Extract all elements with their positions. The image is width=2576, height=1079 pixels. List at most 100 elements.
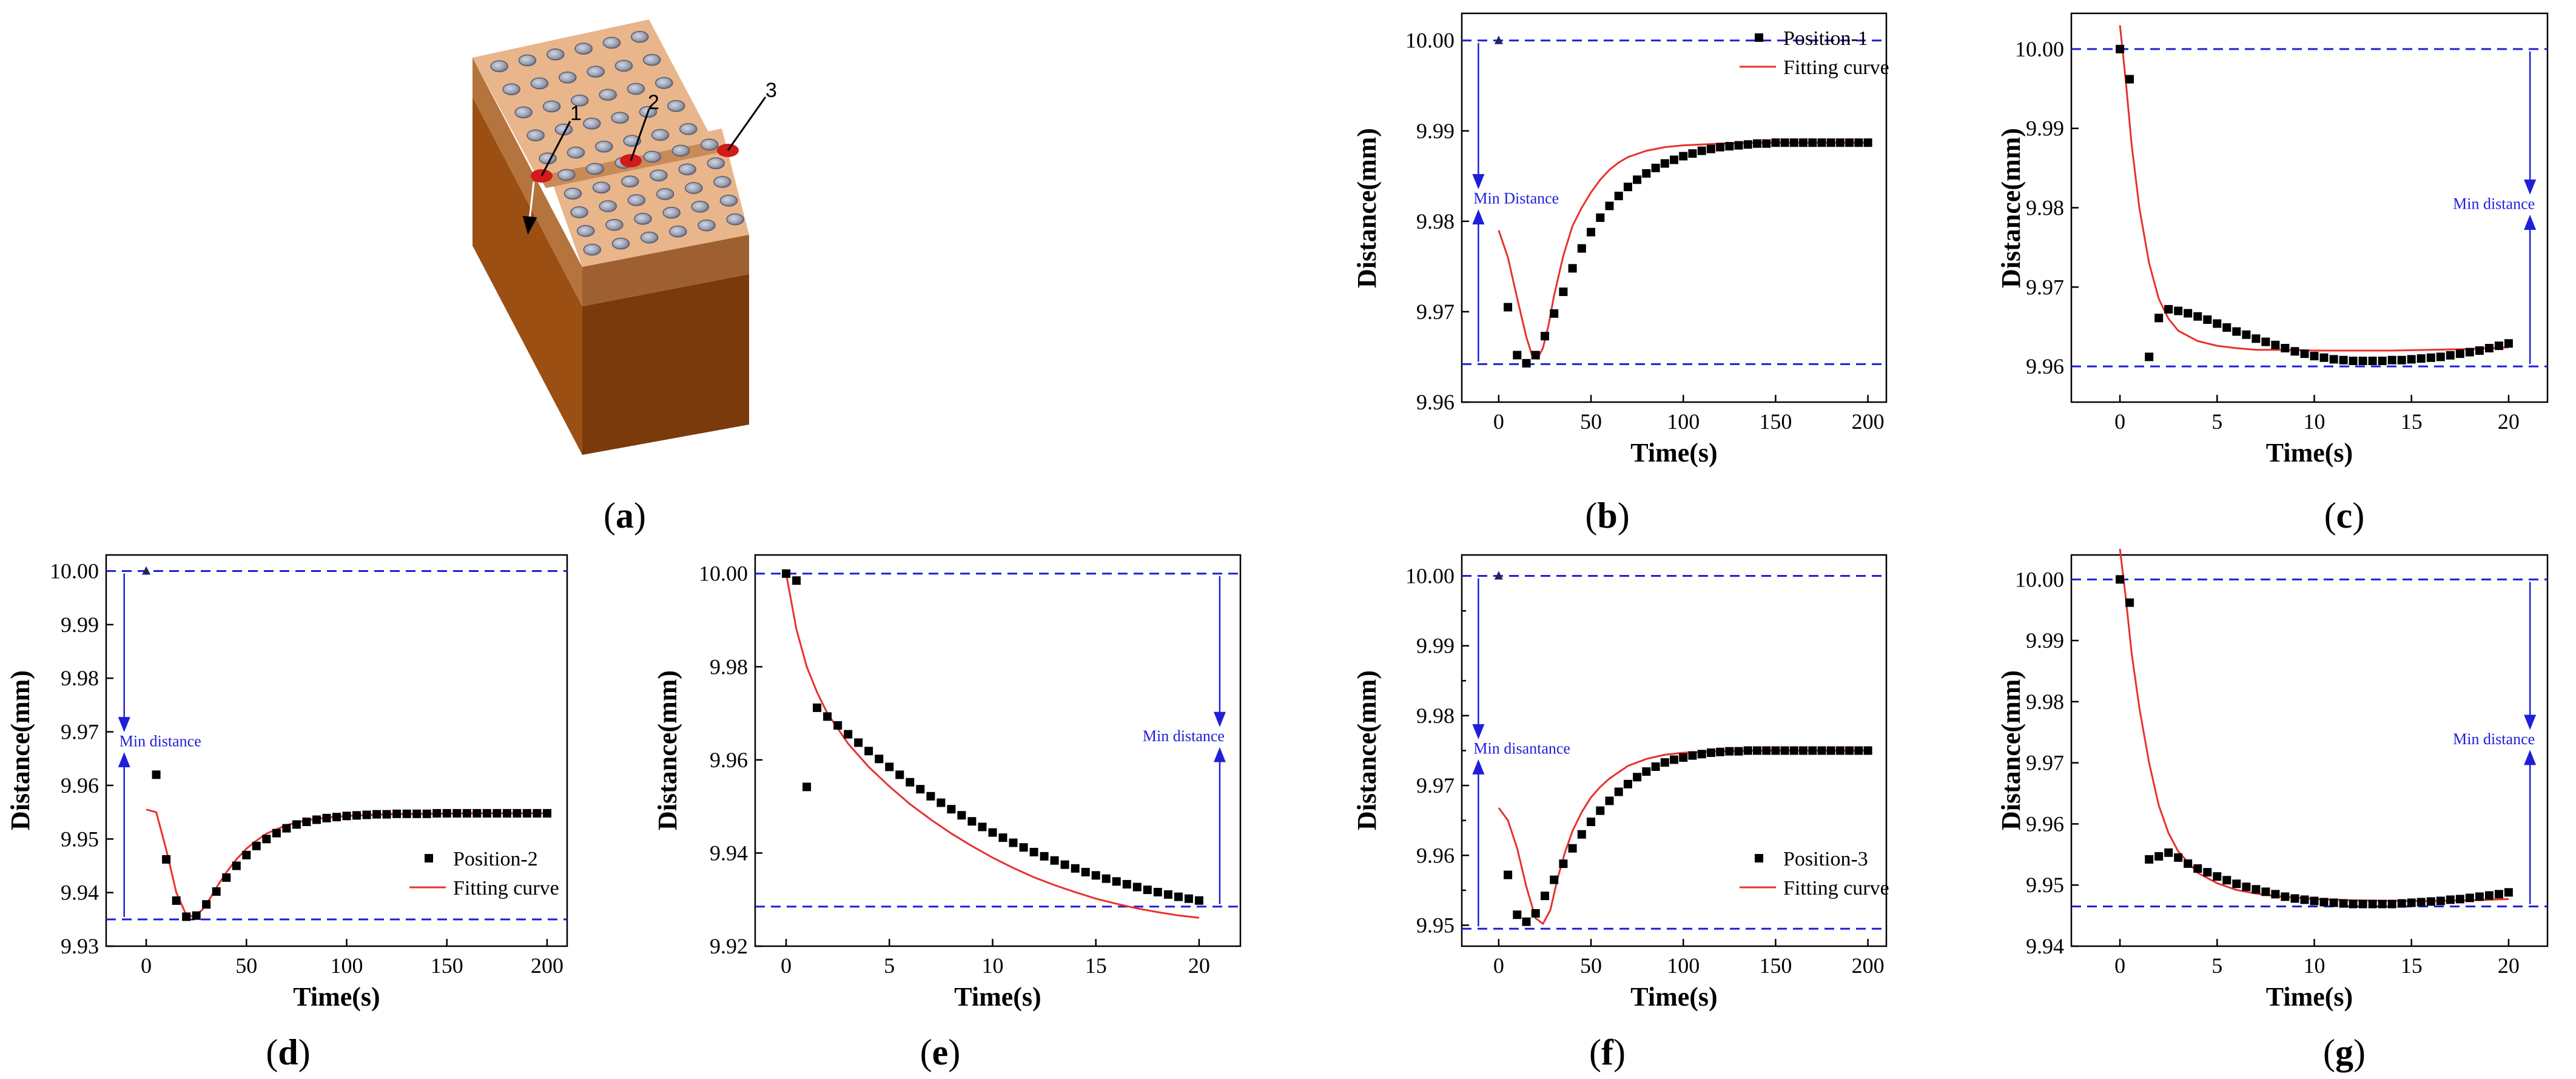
y-tick-label: 9.95 <box>1416 913 1454 937</box>
data-point <box>2184 859 2193 868</box>
data-point <box>1799 746 1808 755</box>
legend-fit-label: Fitting curve <box>1783 56 1889 79</box>
data-point <box>1679 152 1688 161</box>
x-tick-label: 100 <box>1667 953 1700 978</box>
data-point <box>2232 879 2241 889</box>
data-point <box>2358 357 2367 365</box>
data-point <box>1642 169 1651 178</box>
data-point <box>1743 140 1752 149</box>
data-point <box>1623 779 1632 788</box>
svg-text:(a): (a) <box>604 496 646 536</box>
y-tick-label: 9.96 <box>710 748 748 772</box>
hole-array <box>490 31 744 256</box>
data-point <box>372 810 382 819</box>
schematic-block: 1 2 3 <box>472 19 777 455</box>
data-point <box>854 738 863 747</box>
fitting-curve <box>785 573 1200 919</box>
data-point <box>1060 860 1069 869</box>
data-point <box>2378 357 2387 365</box>
position-1-leader <box>540 121 571 176</box>
data-point <box>1184 894 1193 903</box>
svg-text:(g): (g) <box>2323 1032 2366 1072</box>
data-point <box>895 770 904 779</box>
x-tick-label: 200 <box>1852 409 1885 434</box>
data-point <box>2116 44 2125 53</box>
y-tick-label: 9.94 <box>2026 934 2064 958</box>
data-point <box>1577 244 1586 253</box>
hole-mark <box>611 112 629 124</box>
data-point <box>1706 748 1715 757</box>
x-tick-label: 0 <box>1493 953 1504 978</box>
x-tick-label: 150 <box>1759 409 1792 434</box>
x-tick-label: 5 <box>2211 409 2222 434</box>
fitting-curve <box>1498 141 1868 360</box>
data-point <box>1642 767 1651 776</box>
hole-mark <box>583 243 602 256</box>
initial-point <box>142 566 151 575</box>
data-point <box>1697 146 1706 155</box>
data-point <box>472 808 482 818</box>
hole-mark <box>719 195 738 207</box>
hole-mark <box>691 201 710 213</box>
data-point <box>833 721 842 730</box>
hole-mark <box>640 231 659 244</box>
legend-marker <box>425 854 433 862</box>
data-point <box>533 808 542 818</box>
x-axis-label: Time(s) <box>1630 982 1717 1012</box>
y-tick-label: 10.00 <box>1405 564 1454 588</box>
hole-mark <box>576 225 595 237</box>
legend: Position-3 Fitting curve <box>1740 848 1889 899</box>
data-point <box>2242 330 2251 339</box>
data-point <box>875 755 884 764</box>
data-point <box>1568 264 1577 273</box>
svg-text:(c): (c) <box>2324 496 2365 536</box>
data-point <box>222 873 231 882</box>
hole-mark <box>583 118 601 130</box>
panel-label-e: (e) <box>920 1032 961 1072</box>
data-point <box>2319 353 2329 362</box>
fitting-curve <box>2119 25 2509 352</box>
plot-frame <box>754 554 1242 947</box>
data-point <box>232 861 241 870</box>
hole-mark <box>490 60 508 72</box>
y-axis-label: Distance(mm) <box>1996 670 2026 830</box>
data-point <box>2436 896 2445 906</box>
data-point <box>1614 787 1623 796</box>
data-point <box>2242 882 2251 892</box>
y-tick-label: 9.96 <box>61 773 99 798</box>
hole-mark <box>700 138 719 151</box>
data-point <box>1587 818 1595 826</box>
x-tick-label: 150 <box>431 953 463 978</box>
min-distance-label: Min distance <box>1143 727 1225 745</box>
data-point <box>2213 319 2222 328</box>
x-tick-label: 200 <box>1852 953 1885 978</box>
data-point <box>1863 138 1872 147</box>
data-point <box>1132 882 1142 892</box>
data-point <box>172 896 181 905</box>
data-point <box>2154 852 2164 861</box>
data-point <box>382 810 391 819</box>
data-point <box>272 829 281 838</box>
data-point <box>916 785 925 794</box>
data-point <box>1614 192 1623 201</box>
data-point <box>2465 348 2474 357</box>
data-point <box>1670 755 1678 764</box>
data-point <box>2222 323 2231 332</box>
legend-series-label: Position-2 <box>453 848 538 870</box>
data-point <box>2290 894 2299 903</box>
y-tick-label: 9.97 <box>1416 300 1454 324</box>
data-point <box>2116 575 2125 584</box>
data-point <box>823 712 832 721</box>
data-point <box>2193 864 2202 873</box>
panel-label-f: (f) <box>1589 1032 1626 1072</box>
svg-text:(d): (d) <box>266 1032 310 1072</box>
hole-mark <box>650 169 668 181</box>
data-point <box>2261 887 2270 896</box>
y-tick-label: 9.99 <box>2026 116 2064 141</box>
data-point <box>2339 355 2348 365</box>
hole-mark <box>621 175 639 187</box>
data-point <box>957 811 966 820</box>
data-point <box>2261 337 2270 346</box>
hole-mark <box>634 213 652 225</box>
data-point <box>2465 893 2474 903</box>
